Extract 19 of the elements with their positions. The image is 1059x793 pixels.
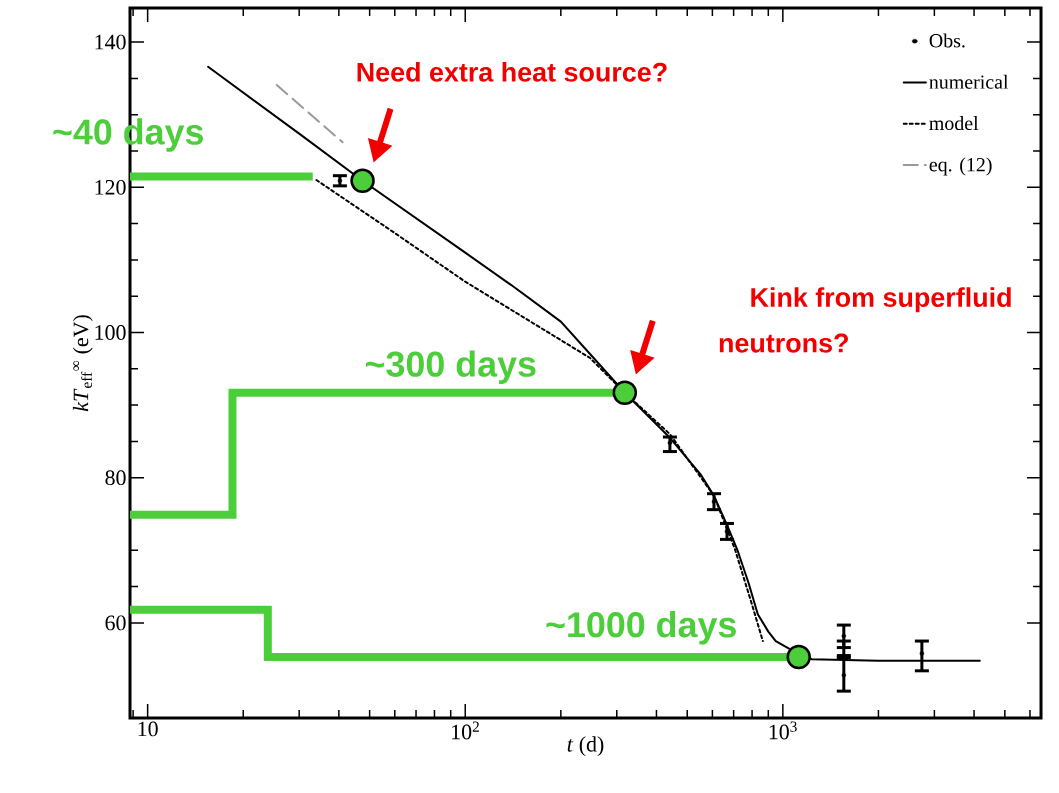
legend-label: model — [929, 116, 979, 131]
annotation: Need extra heat source? — [357, 62, 667, 82]
annotation: Kink from superfluid — [751, 287, 1011, 313]
legend-label: numerical — [929, 74, 1009, 89]
legend-label: Obs. — [929, 33, 965, 48]
annotation: neutrons? — [719, 333, 848, 353]
x-tick-label: 10 — [138, 721, 158, 737]
annotation: ~300 days — [365, 350, 536, 384]
y-tick-label: 120 — [95, 179, 126, 195]
x-tick-label: 10$^{2}$ — [452, 721, 479, 740]
y-tick-label: 60 — [105, 615, 126, 631]
legend-label: eq. (12) — [929, 157, 992, 176]
x-tick-label: 10$^{3}$ — [769, 721, 797, 740]
y-axis-title: kT$_{eff}$$^{∞}$ (eV) — [72, 315, 93, 412]
y-tick-label: 100 — [95, 325, 126, 340]
y-tick-label: 80 — [105, 470, 126, 486]
y-tick-label: 140 — [95, 34, 126, 50]
x-axis-title: t (d) — [567, 736, 604, 757]
annotation: ~1000 days — [546, 611, 736, 645]
